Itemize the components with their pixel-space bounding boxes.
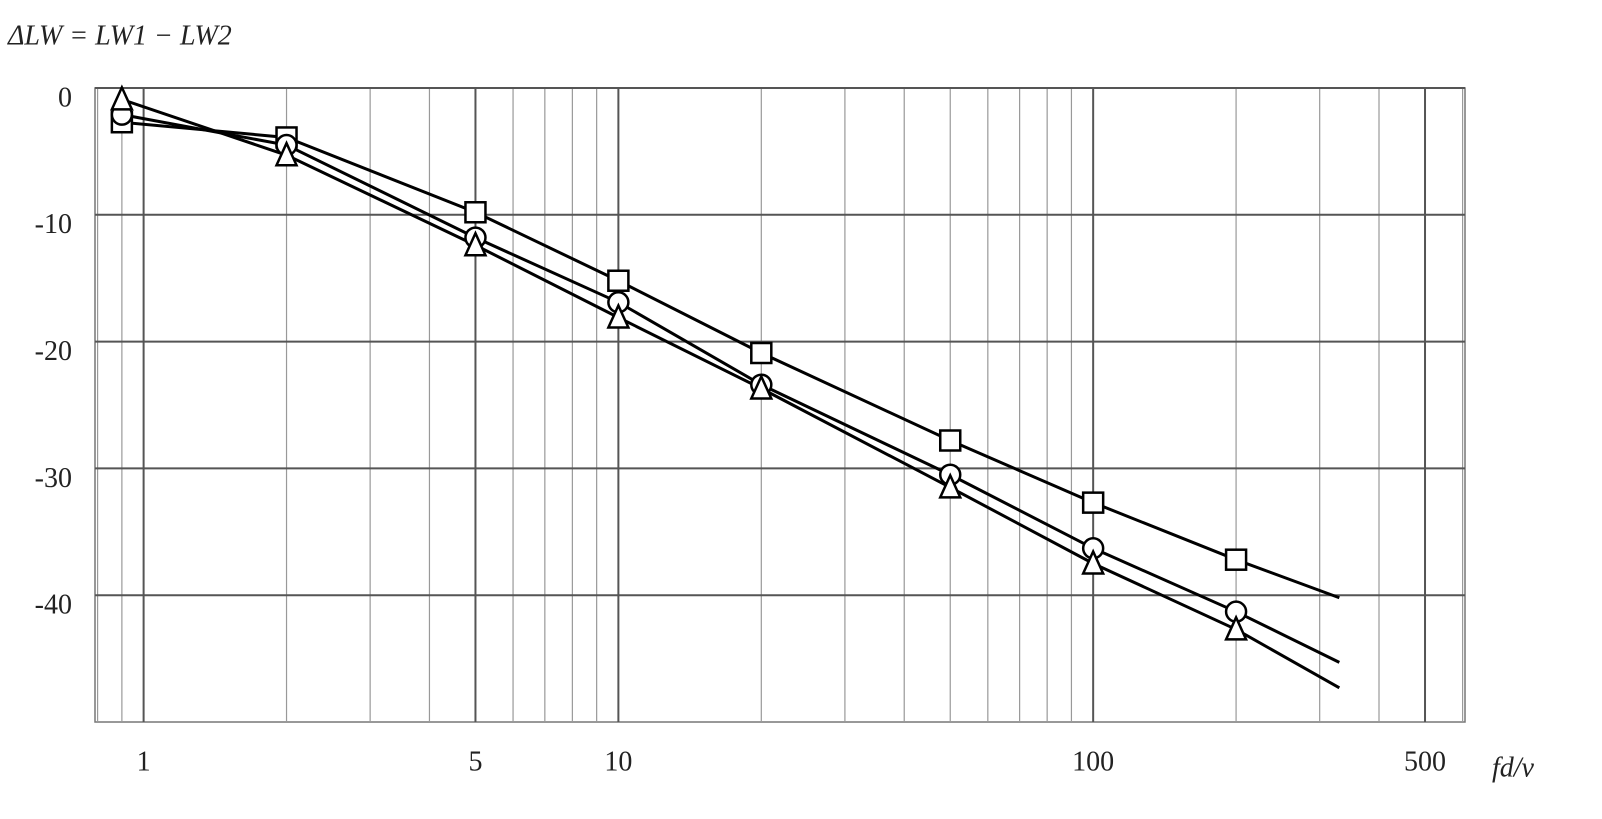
x-tick-label: 5: [468, 746, 482, 777]
x-axis-label: fd/ν: [1492, 752, 1535, 783]
marker: [607, 269, 630, 292]
marker: [464, 201, 487, 224]
marker: [1224, 548, 1248, 571]
y-axis-label: ΔLW = LW1 − LW2: [7, 20, 232, 51]
marker: [606, 302, 631, 329]
marker: [109, 84, 134, 111]
marker: [750, 341, 773, 365]
marker: [1224, 614, 1249, 641]
series-line: [121, 120, 1340, 600]
x-tick-label: 500: [1404, 746, 1446, 777]
marker: [274, 140, 299, 167]
marker: [938, 472, 963, 499]
series-line: [121, 113, 1341, 664]
marker: [1081, 548, 1106, 575]
series-line: [121, 97, 1341, 690]
plot-area: [94, 87, 1466, 723]
marker: [463, 230, 488, 257]
y-tick-label: 0: [58, 82, 72, 113]
y-tick-label: -20: [35, 336, 72, 367]
y-tick-label: -10: [35, 209, 72, 240]
y-tick-label: -30: [35, 463, 72, 494]
marker: [1081, 491, 1105, 514]
x-tick-label: 100: [1072, 746, 1114, 777]
x-tick-label: 10: [604, 746, 632, 777]
y-tick-label: -40: [35, 590, 72, 621]
x-tick-label: 1: [137, 746, 151, 777]
marker: [938, 429, 962, 452]
marker: [749, 373, 774, 400]
